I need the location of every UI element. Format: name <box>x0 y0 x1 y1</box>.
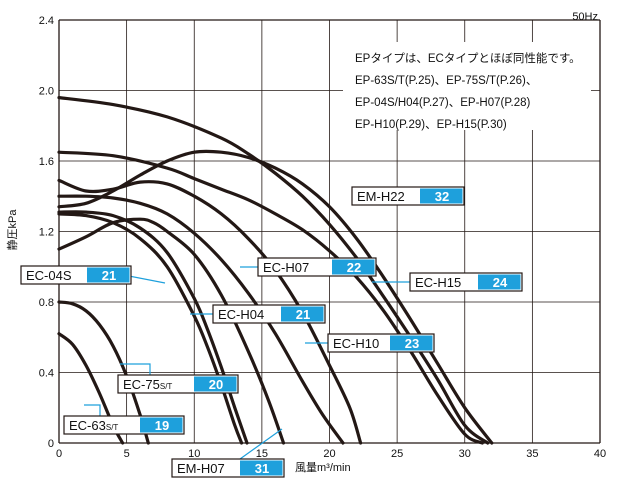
y-axis-title: 静圧kPa <box>5 209 19 251</box>
y-tick-0: 0 <box>48 438 54 450</box>
curve-label-ec-75s-t: EC-75S/T 20 <box>117 363 239 394</box>
label-page-ec-h10: 23 <box>405 336 419 351</box>
curve-em-h07 <box>57 217 286 445</box>
x-axis-title: 風量m³/min <box>295 461 351 474</box>
label-name-ec-h15: EC-H15 <box>415 275 461 290</box>
x-tick-0: 0 <box>56 448 62 460</box>
label-page-em-h22: 32 <box>435 189 449 204</box>
label-number-box-em-h07 <box>240 460 283 476</box>
label-page-em-h07: 31 <box>255 461 269 476</box>
note-line-1: EPタイプは、ECタイプとほぼ同性能です。 <box>355 51 581 65</box>
label-number-box-ec-h04 <box>281 306 324 322</box>
y-tick-2.4: 2.4 <box>39 15 54 27</box>
leader-em-h07 <box>239 428 283 460</box>
label-name-ec-h04: EC-H04 <box>218 307 264 322</box>
y-tick-1.6: 1.6 <box>39 156 54 168</box>
curve-em-h22 <box>57 149 494 445</box>
tick-labels: 0 5 10 15 20 25 30 35 40 0 0.4 0.8 1.2 1.6 2.0 2.4 <box>39 15 606 460</box>
x-tick-25: 25 <box>391 448 403 460</box>
label-page-ec-h15: 24 <box>493 275 508 290</box>
note-box <box>343 42 591 130</box>
leader-ec-63s-t <box>84 404 101 416</box>
label-name-ec-75s-t: EC-75S/T <box>123 377 172 392</box>
curve-labels: EC-63S/T 19 EC-75S/T 20 EC-04S 21 EC-H04 21 EM-H… <box>20 186 523 478</box>
y-tick-2.0: 2.0 <box>39 86 54 98</box>
label-number-box-ec-h10 <box>390 335 433 351</box>
curve-label-ec-04s: EC-04S 21 <box>20 265 166 285</box>
label-name-ec-h10: EC-H10 <box>333 336 379 351</box>
curve-ec-h07 <box>57 194 345 445</box>
label-name-em-h22: EM-H22 <box>357 189 405 204</box>
curve-label-ec-h10: EC-H10 23 <box>305 333 435 353</box>
x-tick-5: 5 <box>124 448 130 460</box>
curve-ec-h15 <box>57 150 484 445</box>
curve-label-ec-h15: EC-H15 24 <box>372 272 523 292</box>
note-line-3: EP-04S/H04(P.27)、EP-H07(P.28) <box>355 97 531 109</box>
note-line-4: EP-H10(P.29)、EP-H15(P.30) <box>355 119 507 131</box>
leader-ec-75s-t <box>120 363 151 375</box>
label-number-box-ec-h07 <box>332 259 375 275</box>
x-tick-20: 20 <box>323 448 335 460</box>
label-page-ec-04s: 21 <box>102 268 116 283</box>
performance-curves <box>57 96 494 445</box>
x-tick-35: 35 <box>526 448 538 460</box>
x-tick-40: 40 <box>594 448 606 460</box>
label-number-box-em-h22 <box>420 188 463 204</box>
curve-ec-h04 <box>57 210 249 445</box>
label-name-ec-63s-t: EC-63S/T <box>69 418 118 433</box>
x-tick-30: 30 <box>459 448 471 460</box>
curve-label-em-h22: EM-H22 32 <box>351 186 465 206</box>
curve-ec-04s <box>57 212 244 445</box>
label-page-ec-75s-t: 20 <box>209 377 223 392</box>
frequency-label: 50Hz <box>572 11 598 23</box>
label-number-box-ec-63s-t <box>140 417 183 433</box>
note-line-2: EP-63S/T(P.25)、EP-75S/T(P.26)、 <box>355 75 537 87</box>
label-page-ec-63s-t: 19 <box>155 418 169 433</box>
y-tick-0.4: 0.4 <box>39 368 54 380</box>
x-tick-15: 15 <box>256 448 268 460</box>
y-tick-0.8: 0.8 <box>39 297 54 309</box>
label-name-em-h07: EM-H07 <box>177 461 225 476</box>
curve-label-ec-h04: EC-H04 21 <box>190 304 326 324</box>
label-page-ec-h07: 22 <box>347 260 361 275</box>
label-name-ec-h07: EC-H07 <box>263 260 309 275</box>
label-number-box-ec-04s <box>87 267 130 283</box>
label-page-ec-h04: 21 <box>296 307 310 322</box>
curve-label-ec-63s-t: EC-63S/T 19 <box>63 404 185 435</box>
label-name-ec-04s: EC-04S <box>26 268 72 283</box>
curve-em-h22-upper <box>57 96 490 445</box>
x-tick-10: 10 <box>188 448 200 460</box>
label-number-box-ec-h15 <box>478 274 521 290</box>
label-number-box-ec-75s-t <box>194 376 237 392</box>
y-tick-1.2: 1.2 <box>39 227 54 239</box>
curve-label-ec-h07: EC-H07 22 <box>240 257 377 277</box>
curve-label-em-h07: EM-H07 31 <box>171 428 285 478</box>
curve-ec-75s-t <box>57 300 150 445</box>
